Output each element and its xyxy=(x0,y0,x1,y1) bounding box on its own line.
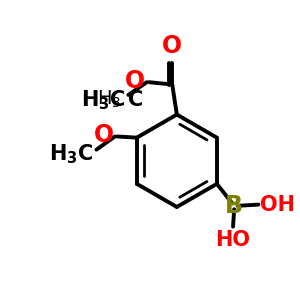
Text: $\mathsf{H_3}$: $\mathsf{H_3}$ xyxy=(97,89,122,110)
Text: B: B xyxy=(225,194,243,218)
Text: O: O xyxy=(125,69,145,93)
Text: $\mathregular{H_3C}$: $\mathregular{H_3C}$ xyxy=(81,88,125,112)
Text: $\mathregular{H_3C}$: $\mathregular{H_3C}$ xyxy=(49,142,93,166)
Text: O: O xyxy=(162,34,182,58)
Text: OH: OH xyxy=(260,195,295,214)
Text: HO: HO xyxy=(215,230,250,250)
Text: C: C xyxy=(128,90,144,110)
Text: O: O xyxy=(94,123,114,147)
